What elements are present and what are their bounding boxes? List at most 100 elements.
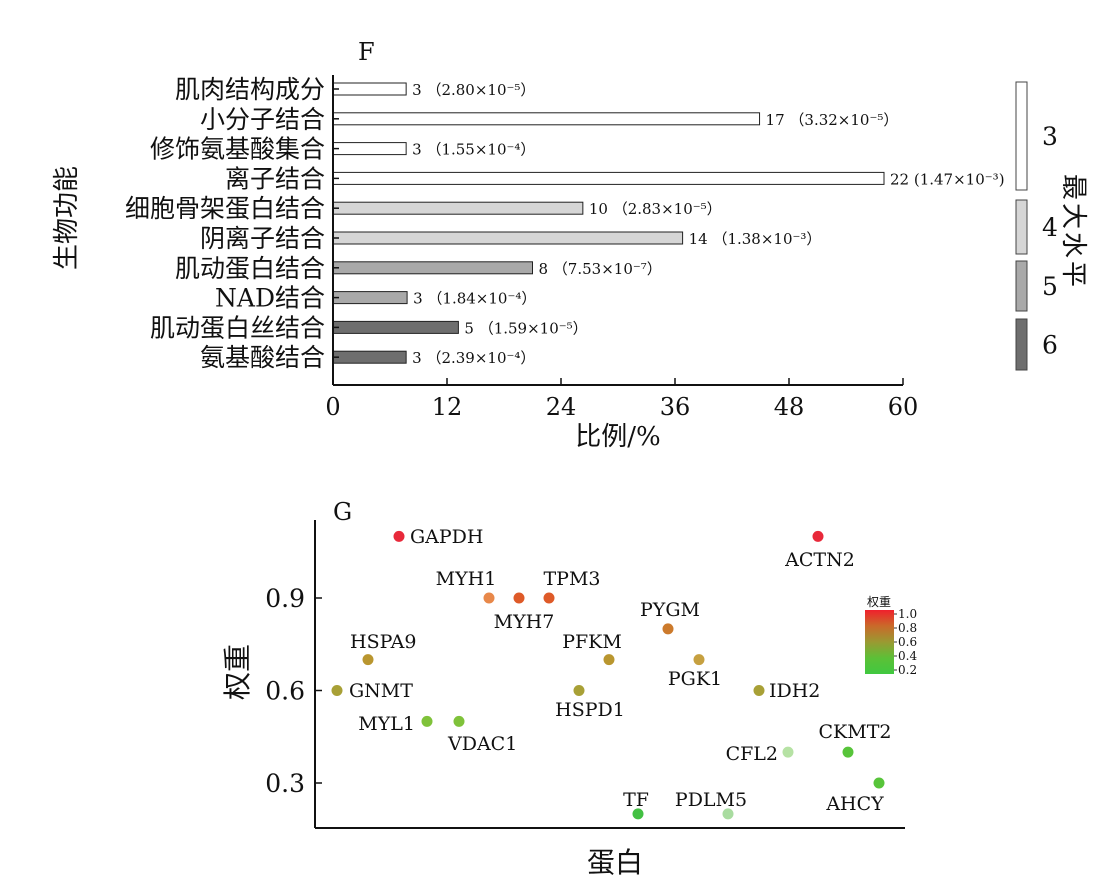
scatter-point xyxy=(632,808,644,820)
colorbar-gradient xyxy=(865,610,894,674)
bar-data-label: 3 （2.39×10⁻⁴） xyxy=(412,349,535,367)
category-label: 细胞骨架蛋白结合 xyxy=(125,194,325,223)
category-label: 氨基酸结合 xyxy=(200,343,325,372)
scatter-point xyxy=(453,715,465,727)
scatter-point xyxy=(543,592,555,604)
legend-title-char: 大 xyxy=(1058,203,1088,229)
bar-data-label: 5 （1.59×10⁻⁵） xyxy=(464,319,587,337)
y-axis-title: 权重 xyxy=(221,644,254,700)
point-label: MYH7 xyxy=(494,611,555,633)
point-label: ACTN2 xyxy=(784,549,855,571)
y-tick-label: 0.3 xyxy=(265,769,305,798)
bar xyxy=(332,291,408,305)
bar-data-label: 3 （2.80×10⁻⁵） xyxy=(412,81,535,99)
colorbar-tick-label: 0.8 xyxy=(898,621,917,635)
point-label: MYL1 xyxy=(358,713,415,735)
point-label: CFL2 xyxy=(726,743,778,765)
point-label: HSPA9 xyxy=(350,631,416,653)
colorbar-tick-label: 1.0 xyxy=(898,607,917,621)
point-label: AHCY xyxy=(825,793,884,815)
point-label: PGK1 xyxy=(668,668,722,690)
legend-title-char: 水 xyxy=(1058,232,1088,258)
bar-data-label: 8 （7.53×10⁻⁷） xyxy=(539,260,662,278)
category-label: 肌动蛋白丝结合 xyxy=(150,313,325,342)
panel-label: G xyxy=(333,498,352,526)
category-label: 阴离子结合 xyxy=(200,224,325,253)
bar-data-label: 10 （2.83×10⁻⁵） xyxy=(589,200,722,218)
y-tick-label: 0.6 xyxy=(265,677,305,706)
x-tick-label: 60 xyxy=(888,393,919,421)
scatter-point xyxy=(693,654,705,666)
bar xyxy=(332,171,885,185)
scatter-point xyxy=(873,777,885,789)
scatter-point xyxy=(842,746,854,758)
scatter-point xyxy=(331,685,343,696)
x-axis-title: 蛋白 xyxy=(587,846,643,879)
category-label: 肌动蛋白结合 xyxy=(175,254,325,283)
colorbar-tick-label: 0.4 xyxy=(898,649,917,663)
bar xyxy=(332,320,459,334)
x-tick-label: 0 xyxy=(325,393,340,421)
scatter-point xyxy=(393,530,405,542)
point-label: PYGM xyxy=(640,599,700,621)
category-label: NAD结合 xyxy=(215,284,325,313)
category-label: 离子结合 xyxy=(225,164,325,193)
scatter-point xyxy=(812,530,824,542)
point-label: PDLM5 xyxy=(675,789,747,811)
x-tick-label: 24 xyxy=(546,393,577,421)
point-label: TPM3 xyxy=(544,568,601,590)
scatter-point xyxy=(782,746,794,758)
legend-title-char: 最 xyxy=(1058,174,1088,200)
legend-label: 4 xyxy=(1042,213,1058,242)
category-label: 修饰氨基酸集合 xyxy=(150,135,325,164)
point-label: GAPDH xyxy=(410,526,484,548)
category-label: 小分子结合 xyxy=(200,105,325,134)
bar xyxy=(332,112,761,126)
bar-chart-panel: F 生物功能 肌肉结构成分小分子结合修饰氨基酸集合离子结合细胞骨架蛋白结合阴离子… xyxy=(52,38,1088,452)
scatter-point xyxy=(603,654,615,666)
scatter-point xyxy=(753,685,765,696)
point-label: VDAC1 xyxy=(447,733,517,755)
colorbar: 权重 1.00.80.60.40.2 xyxy=(865,595,917,677)
x-axis-title: 比例/% xyxy=(575,422,660,452)
scatter-point xyxy=(513,592,525,604)
point-label: IDH2 xyxy=(769,680,820,702)
point-label: HSPD1 xyxy=(555,699,625,721)
bar xyxy=(332,82,407,96)
point-label: PFKM xyxy=(562,631,622,653)
colorbar-title: 权重 xyxy=(867,595,891,609)
scatter-point xyxy=(483,592,495,604)
legend-label: 3 xyxy=(1042,122,1058,151)
y-tick-label: 0.9 xyxy=(265,584,305,613)
y-axis-title: 生物功能 xyxy=(52,166,82,270)
scatter-point xyxy=(722,808,734,820)
scatter-point xyxy=(421,715,433,727)
bar-data-label: 17 （3.32×10⁻⁵） xyxy=(766,111,899,129)
bar-data-label: 14 （1.38×10⁻³） xyxy=(689,230,822,248)
bar xyxy=(332,201,584,215)
bar xyxy=(332,142,407,156)
bar-data-label: 3 （1.55×10⁻⁴） xyxy=(412,141,535,159)
legend-swatch xyxy=(1015,318,1028,371)
bar xyxy=(332,261,533,275)
colorbar-tick-label: 0.6 xyxy=(898,635,917,649)
legend-swatch xyxy=(1015,81,1028,191)
scatter-chart-panel: G 权重 0.3 0.6 0.9 GNMT GAPDH HSPA9 MYL1 VDAC1 MY… xyxy=(221,498,917,879)
legend-label: 5 xyxy=(1042,272,1058,301)
colorbar-tick-label: 0.2 xyxy=(898,663,917,677)
legend-swatch xyxy=(1015,199,1028,255)
bar-data-label: 22 (1.47×10⁻³) xyxy=(890,170,1005,188)
x-tick-label: 36 xyxy=(660,393,691,421)
scatter-point xyxy=(573,685,585,696)
point-label: TF xyxy=(623,789,649,811)
x-tick-label: 12 xyxy=(432,393,463,421)
point-label: CKMT2 xyxy=(819,721,892,743)
point-label: GNMT xyxy=(349,680,413,702)
category-label: 肌肉结构成分 xyxy=(175,75,325,104)
legend-label: 6 xyxy=(1042,331,1058,360)
panel-label: F xyxy=(358,38,375,66)
legend-swatch xyxy=(1015,260,1028,312)
x-tick-label: 48 xyxy=(774,393,805,421)
